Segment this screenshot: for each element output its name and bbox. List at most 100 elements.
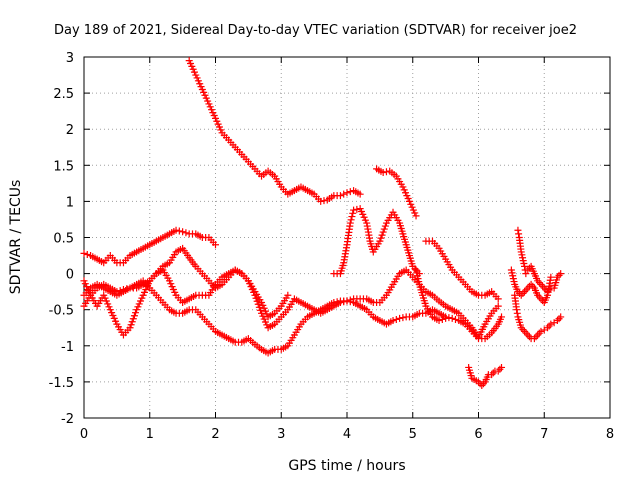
data-point (381, 222, 389, 230)
data-point (527, 280, 535, 288)
data-point (442, 314, 450, 322)
y-tick-label: 0.5 (53, 232, 74, 247)
data-point (524, 284, 532, 292)
series-track-3 (330, 205, 423, 278)
series-track-13 (507, 266, 555, 306)
data-point (127, 321, 135, 329)
data-point (348, 213, 356, 221)
y-tick-label: -2 (61, 412, 74, 427)
data-point (212, 241, 219, 249)
data-point (320, 197, 328, 205)
data-point (399, 314, 407, 322)
data-point (537, 295, 545, 303)
y-tick-label: 0 (66, 268, 74, 283)
data-point (539, 282, 547, 290)
data-point (376, 237, 384, 245)
y-tick-label: 1.5 (53, 159, 74, 174)
x-tick-label: 1 (146, 427, 154, 442)
data-point (525, 333, 533, 341)
y-tick-label: -0.5 (49, 304, 74, 319)
x-tick-label: 3 (277, 427, 285, 442)
data-point (380, 225, 388, 233)
data-point (555, 315, 563, 323)
data-point (517, 291, 525, 299)
data-point (340, 190, 348, 198)
data-point (349, 209, 357, 217)
data-point (515, 230, 523, 238)
data-point (343, 189, 351, 197)
data-point (113, 288, 121, 296)
x-tick-label: 4 (343, 427, 351, 442)
axis-ticks (83, 56, 611, 419)
data-point (513, 309, 521, 317)
data-points (80, 57, 565, 390)
y-tick-labels: -2 -1.5 -1 -0.5 0 0.5 1 1.5 2 2.5 3 (49, 51, 74, 427)
data-point (129, 315, 137, 323)
data-point (336, 192, 344, 200)
data-point (350, 206, 358, 214)
data-point (132, 309, 140, 317)
series-track-10 (465, 363, 506, 390)
data-point (445, 314, 453, 322)
data-point (80, 249, 88, 257)
x-tick-label: 8 (606, 427, 614, 442)
data-point (396, 314, 404, 322)
data-point (438, 315, 446, 323)
data-point (347, 216, 355, 224)
data-point (182, 229, 190, 237)
data-point (540, 284, 548, 292)
data-point (379, 228, 387, 236)
series-track-5 (80, 226, 219, 267)
data-point (557, 313, 565, 321)
data-point (498, 313, 506, 321)
data-point (532, 333, 540, 341)
series-track-8 (80, 277, 506, 357)
x-tick-labels: 0 1 2 3 4 5 6 7 8 (80, 427, 614, 442)
x-tick-label: 0 (80, 427, 88, 442)
data-point (255, 303, 263, 311)
data-point (498, 363, 506, 371)
data-point (353, 205, 361, 213)
data-point (175, 227, 183, 235)
data-point (513, 306, 521, 314)
data-point (522, 329, 530, 337)
data-point (496, 365, 504, 373)
y-tick-label: 3 (66, 51, 74, 66)
data-point (448, 314, 456, 322)
data-point (317, 197, 325, 205)
data-point (489, 369, 497, 377)
series-track-12 (511, 291, 565, 343)
data-point (126, 324, 134, 332)
data-point (392, 315, 400, 323)
x-tick-label: 7 (540, 427, 548, 442)
data-point (172, 226, 180, 234)
data-point (356, 190, 364, 198)
data-point (545, 322, 553, 330)
series-track-2 (373, 165, 420, 220)
data-point (346, 219, 354, 227)
data-point (377, 234, 385, 242)
series-track-6 (80, 244, 502, 341)
data-point (522, 270, 530, 278)
data-point (519, 289, 527, 297)
data-point (535, 329, 543, 337)
chart-title: Day 189 of 2021, Sidereal Day-to-day VTE… (54, 23, 577, 38)
data-point (379, 169, 387, 177)
y-tick-label: -1 (61, 340, 74, 355)
y-tick-label: 2 (66, 123, 74, 138)
data-point (123, 285, 131, 293)
data-point (83, 250, 91, 258)
data-point (524, 331, 532, 339)
series-track-4 (422, 237, 502, 303)
y-tick-label: 1 (66, 195, 74, 210)
y-tick-label: -1.5 (49, 376, 74, 391)
data-point (389, 317, 397, 325)
data-point (537, 280, 545, 288)
data-point (537, 327, 545, 335)
data-point (346, 298, 354, 306)
data-point (119, 285, 127, 293)
data-point (557, 270, 565, 278)
x-axis-label: GPS time / hours (288, 458, 405, 474)
data-point (116, 287, 124, 295)
